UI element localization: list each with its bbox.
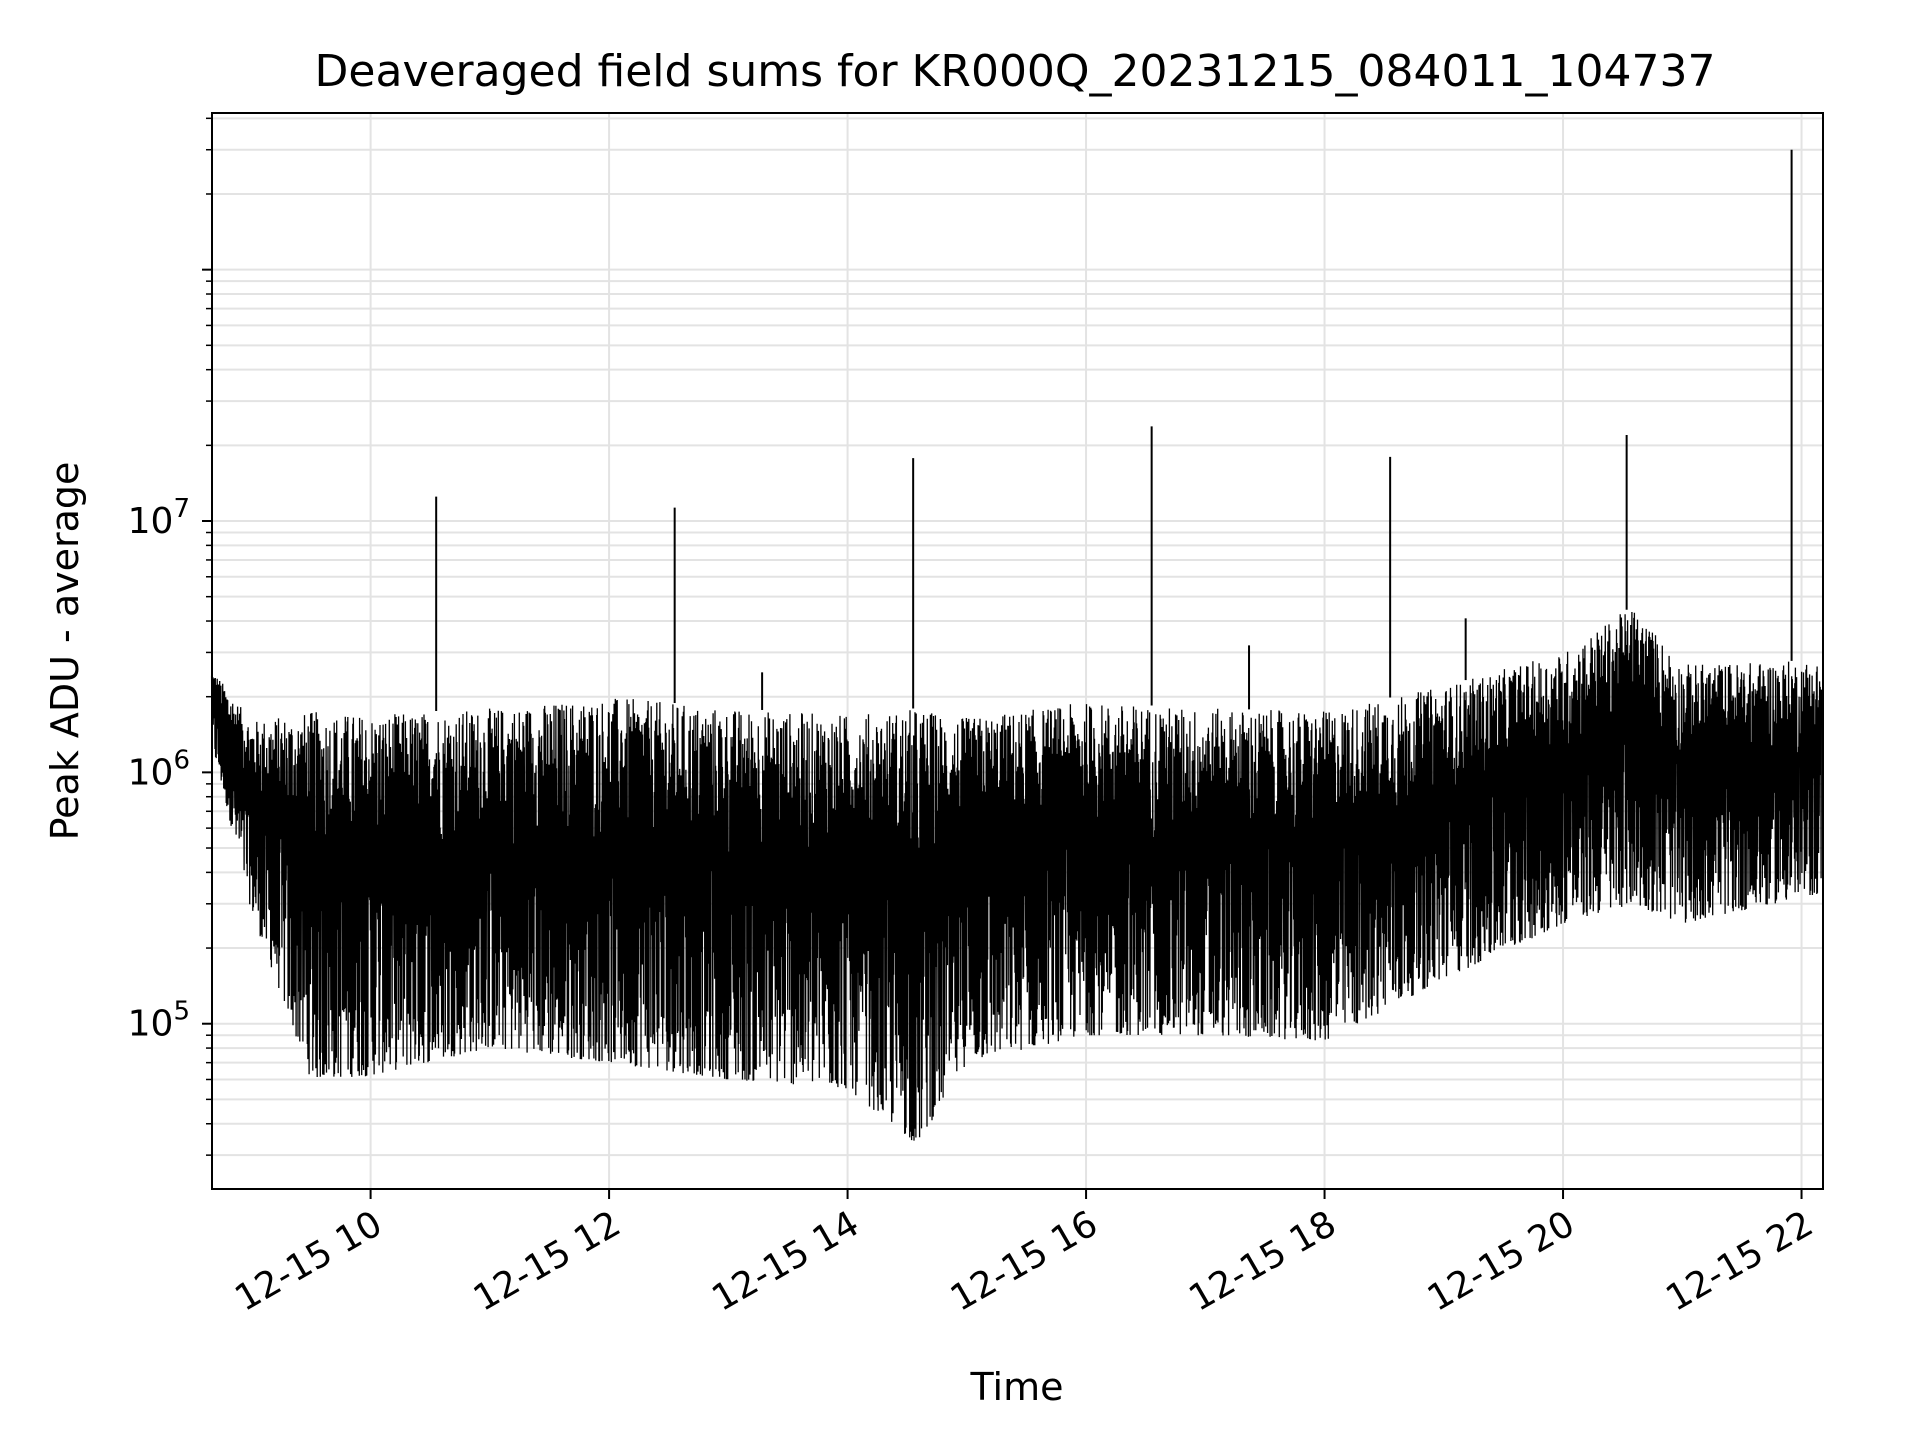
plot-frame (211, 112, 1824, 1190)
data-series (210, 149, 1823, 1141)
series-line (210, 611, 1823, 1141)
x-axis-label: Time (970, 1365, 1064, 1409)
y-tick-label: 107 (128, 494, 190, 542)
y-axis-label: Peak ADU - average (43, 462, 87, 841)
y-axis: 105 106 107 (128, 117, 212, 1156)
y-tick-label: 105 (128, 997, 190, 1045)
chart-title: Deaveraged field sums for KR000Q_2023121… (315, 46, 1716, 97)
y-tick-label: 106 (128, 745, 190, 793)
